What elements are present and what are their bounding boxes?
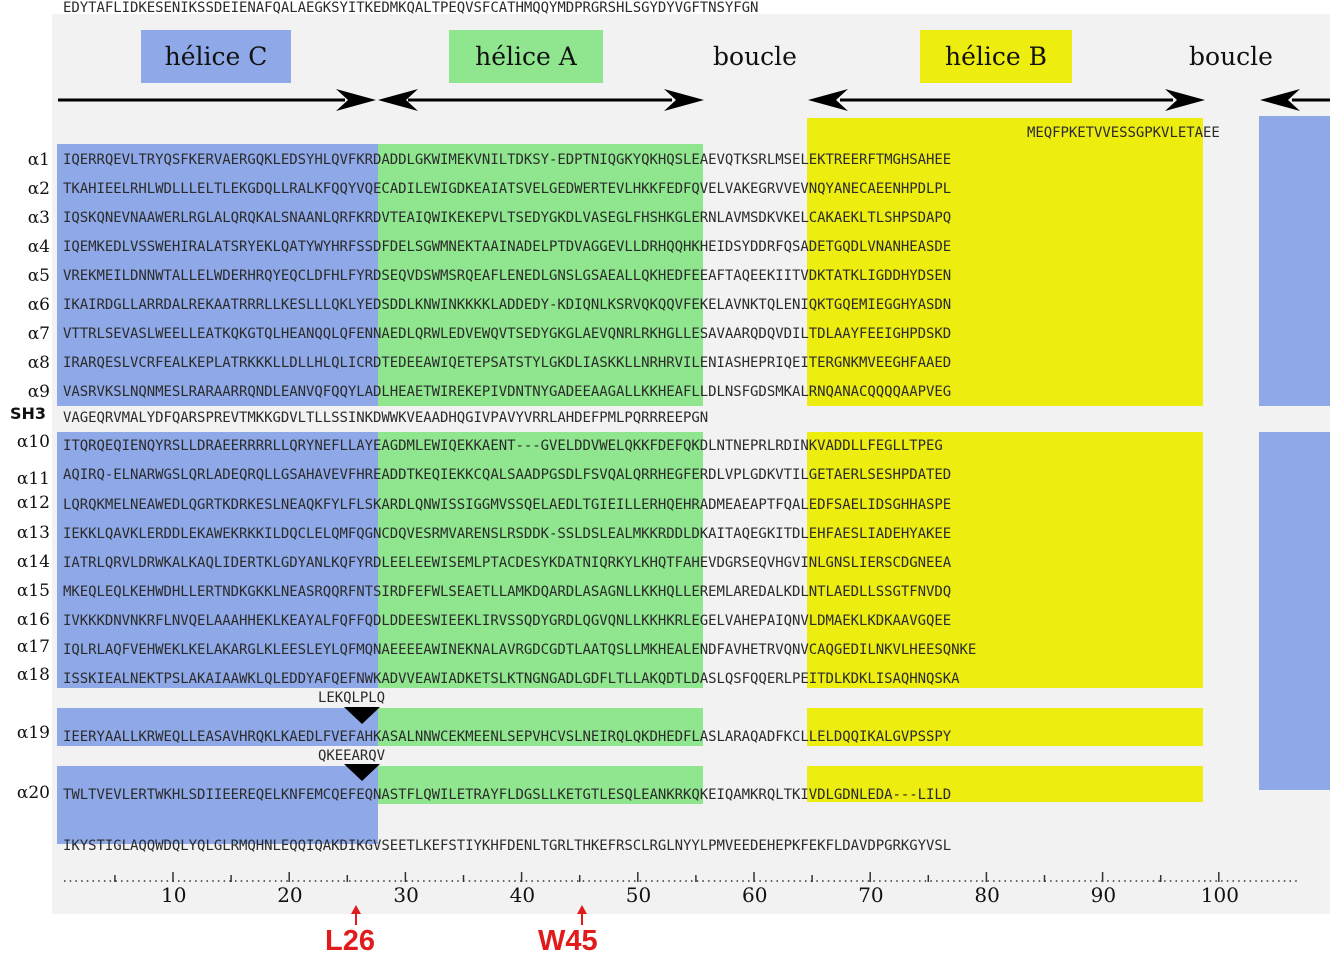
row-label: α10: [16, 432, 50, 452]
sequence-row: ITQRQEQIENQYRSLLDRAEERRRRLLQRYNEFLLAYEAG…: [63, 438, 943, 454]
row-label: α9: [27, 382, 50, 402]
insert-row-background-1: [57, 688, 1259, 708]
row-label: α8: [27, 353, 50, 373]
ruler-tick-label: 100: [1200, 883, 1239, 907]
sequence-row: ISSKIEALNEKTPSLAKAIAAWKLQLEDDYAFQEFNWKAD…: [63, 671, 960, 687]
sequence-row: IRARQESLVCRFEALKEPLATRKKKLLDLLHLQLICRDTE…: [63, 355, 952, 371]
row-label: α3: [27, 208, 50, 228]
sequence-row: IKAIRDGLLARRDALREKAATRRRLLKESLLLQKLYEDSD…: [63, 297, 952, 313]
region-label-helix-b: hélice B: [920, 30, 1072, 83]
row-label: α12: [16, 493, 50, 513]
row-label: α6: [27, 295, 50, 315]
row-label: α1: [27, 150, 50, 170]
sequence-row: VASRVKSLNQNMESLRARAARRQNDLEANVQFQQYLADLH…: [63, 384, 952, 400]
next-helix-band: [1259, 116, 1330, 790]
insertion-sequence: QKEEARQV: [318, 748, 386, 764]
sequence-row: IATRLQRVLDRWKALKAQLIDERTKLGDYANLKQFYRDLE…: [63, 555, 952, 571]
row-label: α5: [27, 266, 50, 286]
sequence-row: VTTRLSEVASLWEELLEATKQKGTQLHEANQQLQFENNAE…: [63, 326, 952, 342]
row-label: α13: [16, 523, 50, 543]
marker-arrows: [351, 905, 587, 925]
ruler-tick-label: 60: [742, 883, 768, 907]
row-label: α15: [16, 581, 50, 601]
sequence-row: IVKKKDNVNKRFLNVQELAAAHHEKLKEAYALFQFFQDLD…: [63, 613, 952, 629]
sequence-row: VREKMEILDNNWTALLELWDERHRQYEQCLDFHLFYRDSE…: [63, 268, 952, 284]
row-label: α4: [27, 237, 50, 257]
alignment-panel: [52, 14, 1330, 914]
insert-row-background-2: [57, 746, 1259, 766]
insertion-sequence: LEKQLPLQ: [318, 690, 386, 706]
ruler-tick-label: 40: [509, 883, 536, 907]
region-label-loop-2: boucle: [1189, 42, 1273, 71]
position-ruler: [64, 872, 1300, 882]
region-arrows: [58, 89, 1330, 111]
sequence-row: VAGEQRVMALYDFQARSPREVTMKKGDVLTLLSSINKDWW…: [63, 410, 709, 426]
sh3-row-background: [57, 406, 1330, 432]
ruler-tick-label: 50: [625, 883, 652, 907]
region-label-helix-a: hélice A: [449, 30, 603, 83]
row-label: α19: [16, 723, 50, 743]
row-label: α7: [27, 324, 50, 344]
insertion-marker-1: [344, 707, 380, 724]
row-label: α11: [16, 469, 50, 489]
sequence-row: IQERRQEVLTRYQSFKERVAERGQKLEDSYHLQVFKRDAD…: [63, 152, 952, 168]
ruler-tick-label: 70: [858, 883, 884, 907]
ruler-tick-label: 80: [974, 883, 1000, 907]
row-label: SH3: [9, 404, 46, 423]
sequence-row: IQEMKEDLVSSWEHIRALATSRYEKLQATYWYHRFSSDFD…: [63, 239, 952, 255]
sequence-row: MKEQLEQLKEHWDHLLERTNDKGKKLNEASRQQRFNTSIR…: [63, 584, 952, 600]
sequence-row: IQLRLAQFVEHWEKLKELAKARGLKLEESLEYLQFMQNAE…: [63, 642, 977, 658]
sequence-row: IEKKLQAVKLERDDLEKAWEKRKKILDQCLELQMFQGNCD…: [63, 526, 952, 542]
sequence-row: TWLTVEVLERTWKHLSDIIEEREQELKNFEMCQEFEQNAS…: [63, 787, 952, 803]
row-label: α20: [16, 783, 50, 803]
ruler-tick-label: 20: [277, 883, 303, 907]
insertion-marker-2: [344, 764, 380, 781]
region-label-loop-1: boucle: [713, 42, 797, 71]
row-label: α14: [16, 552, 50, 572]
ruler-tick-label: 90: [1090, 883, 1117, 907]
helix-c-band: [57, 144, 378, 844]
ruler-tick-label: 30: [393, 883, 419, 907]
helix-c-band-tail: [57, 804, 378, 829]
sequence-header-row: MEQFPKETVVESSGPKVLETAEE: [1027, 125, 1220, 141]
sequence-row: IKYSTIGLAQQWDQLYQLGLRMQHNLEQQIQAKDIKGVSE…: [63, 838, 952, 854]
sequence-row: AQIRQ-ELNARWGSLQRLADEQRQLLGSAHAVEVFHREAD…: [63, 467, 952, 483]
row-label: α16: [16, 610, 50, 630]
marker-l26: L26: [325, 925, 375, 957]
marker-w45: W45: [538, 925, 598, 957]
region-label-helix-c: hélice C: [141, 30, 291, 83]
row-label: α17: [16, 637, 50, 657]
row-label: α2: [27, 179, 50, 199]
ruler-tick-label: 10: [161, 883, 187, 907]
sequence-row: EDYTAFLIDKESENIKSSDEIENAFQALAEGKSYITKEDM…: [63, 0, 759, 16]
sequence-row: TKAHIEELRHLWDLLLELTLEKGDQLLRALKFQQYVQECA…: [63, 181, 952, 197]
sequence-row: LQRQKMELNEAWEDLQGRTKDRKESLNEAQKFYLFLSKAR…: [63, 497, 952, 513]
row-label: α18: [16, 665, 50, 685]
sequence-row: IQSKQNEVNAAWERLRGLALQRQKALSNAANLQRFKRDVT…: [63, 210, 952, 226]
sequence-row: IEERYAALLKRWEQLLEASAVHRQKLKAEDLFVEFAHKAS…: [63, 729, 952, 745]
